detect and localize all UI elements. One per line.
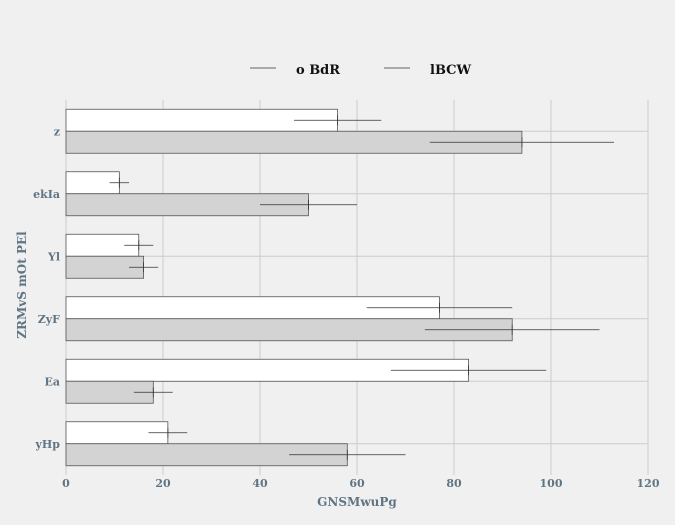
legend-label: lBCW — [430, 63, 472, 78]
y-tick-label: yHp — [35, 438, 61, 451]
error-bars — [109, 115, 615, 460]
legend: o BdR lBCW — [250, 63, 472, 78]
x-tick-label: 100 — [540, 477, 563, 490]
y-axis-ticks: z ekIa Yl ZyF Ea yHp — [33, 125, 60, 451]
y-tick-label: ekIa — [33, 188, 60, 201]
y-tick-label: ZyF — [38, 313, 60, 326]
grid-lines — [65, 100, 649, 475]
x-tick-label: 20 — [155, 477, 171, 490]
x-tick-label: 80 — [446, 477, 462, 490]
legend-label: o BdR — [296, 63, 340, 78]
bars — [65, 108, 523, 467]
x-axis-title: GNSMwuPg — [317, 495, 397, 509]
y-tick-label: Ea — [44, 375, 60, 388]
y-axis-title: ZRMvS mOt PEl — [15, 231, 29, 339]
x-tick-label: 120 — [637, 477, 660, 490]
x-tick-label: 0 — [62, 477, 70, 490]
y-tick-label: z — [54, 125, 60, 138]
x-tick-label: 60 — [349, 477, 365, 490]
y-tick-label: Yl — [47, 250, 60, 263]
x-tick-label: 40 — [252, 477, 268, 490]
x-axis-ticks: 0 20 40 60 80 100 120 — [62, 477, 660, 490]
